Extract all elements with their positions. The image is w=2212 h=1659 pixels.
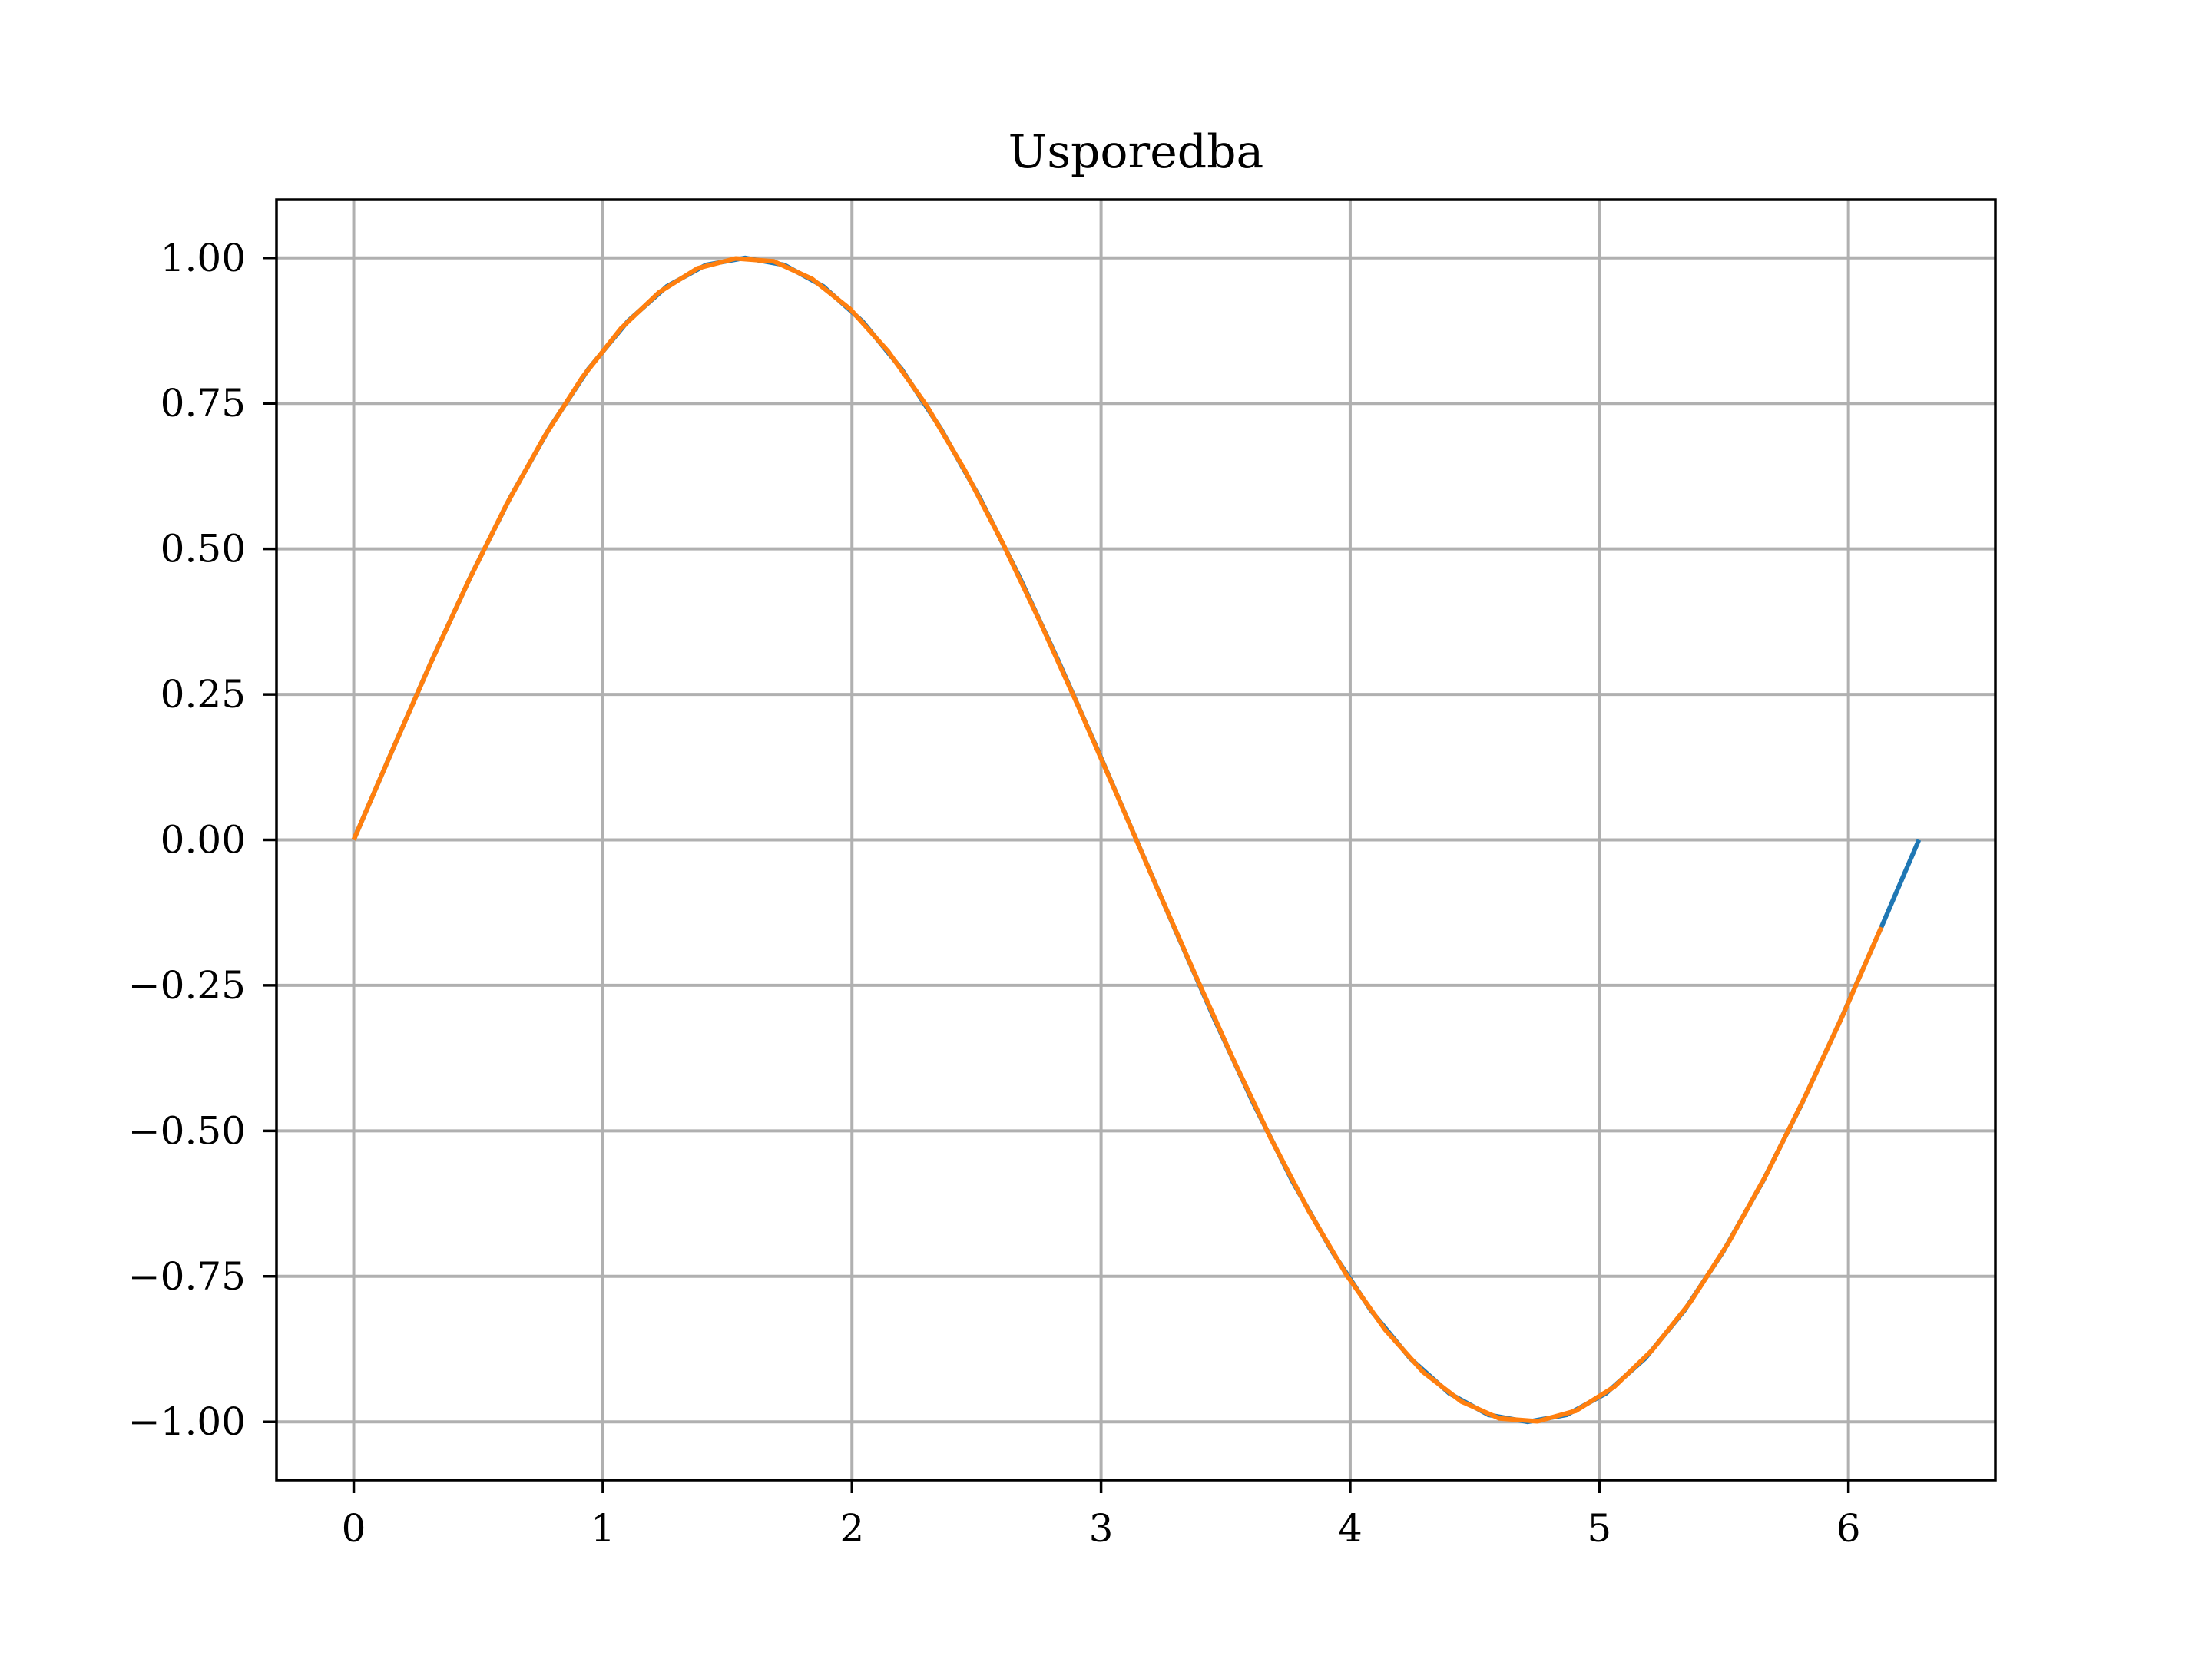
y-tick-label: 0.75 xyxy=(161,381,246,426)
chart-title: Usporedba xyxy=(1008,125,1264,179)
y-tick-label: 0.50 xyxy=(161,527,246,571)
x-tick-label: 1 xyxy=(591,1506,615,1551)
x-tick-label: 2 xyxy=(839,1506,864,1551)
y-tick-label: −0.50 xyxy=(128,1108,246,1153)
x-axis-ticks: 0 1 2 3 4 5 6 xyxy=(342,1480,1861,1551)
x-tick-label: 3 xyxy=(1089,1506,1114,1551)
y-axis-ticks: 1.00 0.75 0.50 0.25 0.00 −0.25 −0.50 −0.75 −1.00 xyxy=(128,236,276,1444)
grid xyxy=(276,200,1995,1480)
x-tick-label: 4 xyxy=(1338,1506,1363,1551)
y-tick-label: 0.25 xyxy=(161,672,246,717)
series-lines xyxy=(351,255,1922,1425)
y-tick-label: 0.00 xyxy=(161,818,246,863)
y-tick-label: −0.25 xyxy=(128,963,246,1008)
x-tick-label: 5 xyxy=(1587,1506,1611,1551)
y-tick-label: −1.00 xyxy=(128,1399,246,1444)
series-2-line xyxy=(351,256,1884,1424)
y-tick-label: −0.75 xyxy=(128,1254,246,1299)
y-tick-label: 1.00 xyxy=(161,236,246,280)
x-tick-label: 0 xyxy=(342,1506,366,1551)
x-tick-label: 6 xyxy=(1836,1506,1861,1551)
